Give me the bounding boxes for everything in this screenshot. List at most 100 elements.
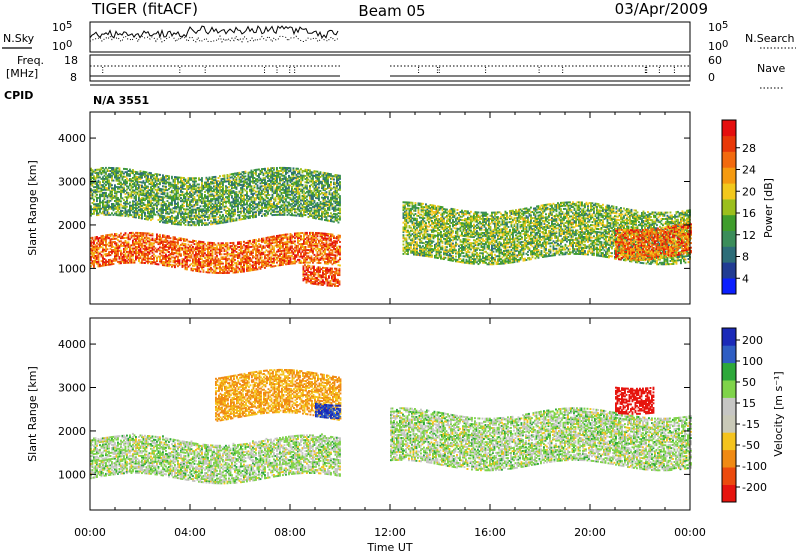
echo-cell xyxy=(211,271,214,274)
echo-cell xyxy=(169,219,172,222)
echo-cell xyxy=(133,177,136,180)
echo-cell xyxy=(276,167,278,169)
echo-cell xyxy=(150,191,152,193)
echo-cell xyxy=(288,256,290,259)
echo-cell xyxy=(130,186,133,188)
echo-cell xyxy=(144,236,146,239)
echo-cell xyxy=(115,247,118,249)
echo-cell xyxy=(324,249,326,252)
echo-cell xyxy=(157,187,160,190)
echo-cell xyxy=(261,239,263,242)
echo-cell xyxy=(165,181,167,184)
echo-cell xyxy=(138,242,140,245)
echo-cell xyxy=(132,255,134,258)
echo-cell xyxy=(120,173,122,176)
echo-cell xyxy=(220,243,223,246)
echo-cell xyxy=(255,238,257,241)
echo-cell xyxy=(268,242,271,245)
echo-cell xyxy=(202,270,205,273)
echo-cell xyxy=(319,235,322,238)
echo-cell xyxy=(139,192,142,195)
echo-cell xyxy=(183,247,185,250)
echo-cell xyxy=(133,209,136,212)
echo-cell xyxy=(202,188,205,190)
echo-cell xyxy=(109,243,112,246)
echo-cell xyxy=(163,188,166,191)
echo-cell xyxy=(192,222,194,225)
echo-cell xyxy=(147,187,149,190)
echo-cell xyxy=(285,253,287,256)
echo-cell xyxy=(250,250,253,253)
echo-cell xyxy=(99,240,101,243)
echo-cell xyxy=(325,257,328,260)
echo-cell xyxy=(93,209,95,212)
echo-cell xyxy=(166,255,169,258)
echo-cell xyxy=(307,256,310,259)
echo-cell xyxy=(330,252,332,255)
echo-cell xyxy=(297,251,299,254)
echo-cell xyxy=(331,235,334,238)
echo-cell xyxy=(175,217,178,219)
echo-cell xyxy=(336,242,338,245)
echo-cell xyxy=(162,248,164,251)
echo-cell xyxy=(139,171,142,174)
echo-cell xyxy=(106,263,109,266)
echo-cell xyxy=(153,253,155,256)
echo-cell xyxy=(160,217,163,220)
echo-cell xyxy=(298,232,301,235)
echo-cell xyxy=(127,241,130,244)
echo-cell xyxy=(303,260,305,263)
echo-cell xyxy=(319,244,322,247)
echo-cell xyxy=(141,172,143,175)
echo-cell xyxy=(165,259,167,262)
echo-cell xyxy=(202,209,205,212)
echo-cell xyxy=(181,206,184,209)
echo-cell xyxy=(93,241,95,244)
echo-cell xyxy=(262,240,265,243)
echo-cell xyxy=(204,214,206,217)
echo-cell xyxy=(133,235,136,237)
echo-cell xyxy=(108,260,110,263)
echo-cell xyxy=(120,192,122,195)
echo-cell xyxy=(91,181,94,184)
echo-cell xyxy=(201,183,203,186)
echo-cell xyxy=(166,204,169,207)
echo-cell xyxy=(226,267,229,270)
echo-cell xyxy=(132,250,134,253)
echo-cell xyxy=(151,262,154,265)
echo-cell xyxy=(187,256,190,259)
echo-cell xyxy=(102,258,104,261)
echo-cell xyxy=(190,248,193,251)
echo-cell xyxy=(99,182,101,185)
echo-cell xyxy=(286,247,289,250)
echo-cell xyxy=(136,242,139,245)
echo-cell xyxy=(184,217,187,220)
echo-cell xyxy=(177,178,179,180)
echo-cell xyxy=(331,243,334,245)
echo-cell xyxy=(232,248,235,251)
echo-cell xyxy=(175,263,178,266)
echo-cell xyxy=(220,261,223,264)
echo-cell xyxy=(93,256,95,259)
echo-cell xyxy=(244,170,247,173)
echo-cell xyxy=(325,242,328,245)
echo-cell xyxy=(186,219,188,222)
echo-cell xyxy=(316,243,319,246)
echo-cell xyxy=(99,252,101,255)
echo-cell xyxy=(300,232,302,235)
echo-cell xyxy=(142,209,145,212)
echo-cell xyxy=(303,247,305,250)
echo-cell xyxy=(174,256,176,259)
echo-cell xyxy=(268,194,271,196)
echo-cell xyxy=(115,248,118,251)
echo-cell xyxy=(120,212,122,215)
echo-cell xyxy=(118,257,121,260)
echo-cell xyxy=(198,178,200,181)
echo-cell xyxy=(96,198,98,201)
echo-cell xyxy=(175,207,178,210)
echo-cell xyxy=(265,260,268,263)
echo-cell xyxy=(265,257,268,260)
echo-cell xyxy=(283,257,286,260)
echo-cell xyxy=(220,250,223,253)
echo-cell xyxy=(165,241,167,244)
